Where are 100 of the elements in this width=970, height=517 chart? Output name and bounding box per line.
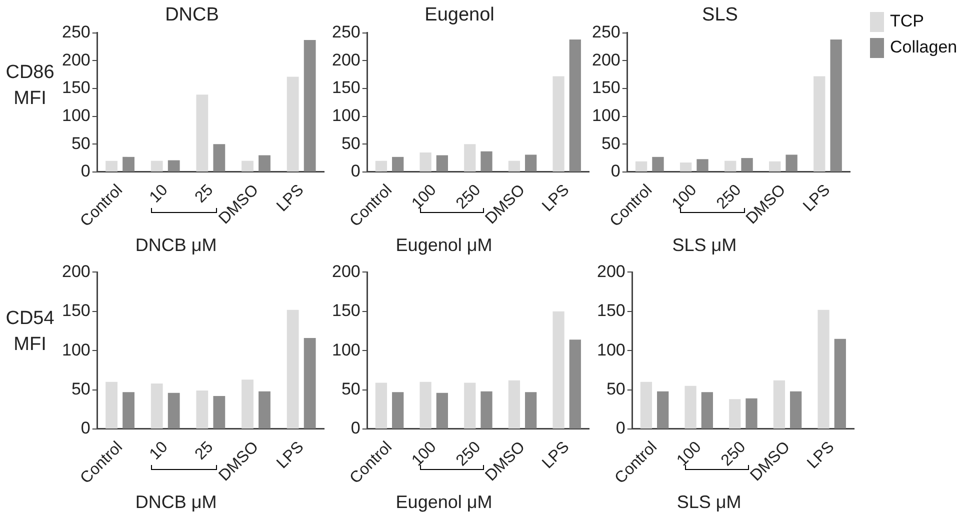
x-axis-title: Eugenol μM	[396, 492, 492, 512]
x-tick-label: 25	[192, 182, 217, 206]
x-tick-label: 250	[453, 182, 484, 213]
x-tick-label: 100	[408, 182, 440, 213]
bar	[635, 161, 648, 172]
y-tick-label: 0	[80, 162, 90, 181]
chart-title: Eugenol	[424, 4, 494, 26]
y-tick-label: 0	[616, 418, 626, 438]
y-tick-label: 50	[606, 379, 626, 398]
bar	[773, 380, 786, 428]
y-tick-label: 200	[332, 262, 360, 281]
bar	[508, 160, 520, 172]
bar	[122, 156, 134, 172]
y-tick-label: 150	[332, 301, 360, 320]
bar	[168, 392, 180, 428]
x-tick-label: LPS	[800, 182, 834, 216]
y-tick-label: 150	[332, 78, 360, 98]
x-tick-label: 250	[453, 438, 484, 470]
x-tick-label: 10	[146, 438, 172, 464]
x-axis-title: SLS μM	[676, 492, 742, 512]
chart-title: DNCB	[165, 4, 219, 26]
bar	[834, 338, 846, 428]
bar	[436, 392, 448, 428]
y-tick-label: 0	[350, 418, 360, 438]
bar	[640, 382, 652, 428]
bar	[122, 392, 134, 428]
bar	[150, 160, 163, 172]
bar	[106, 160, 118, 172]
legend-label: Collagen	[890, 38, 958, 57]
bar	[420, 382, 432, 428]
y-tick-label: 50	[341, 134, 360, 153]
y-tick-label: 150	[62, 78, 90, 98]
y-tick-label: 50	[601, 134, 620, 153]
x-tick-label: LPS	[539, 182, 573, 216]
bar	[814, 76, 826, 172]
bar	[569, 340, 581, 428]
x-axis-title: SLS μM	[672, 234, 737, 255]
y-tick-label: 0	[350, 162, 360, 181]
bar	[242, 160, 254, 172]
bar	[420, 152, 432, 172]
x-tick-label: 100	[408, 438, 440, 470]
bar	[196, 390, 208, 428]
bar	[196, 94, 208, 172]
x-tick-label: LPS	[539, 438, 573, 472]
bar	[258, 391, 270, 428]
y-tick-label: 150	[596, 301, 626, 320]
y-tick-label: 0	[80, 418, 90, 438]
bar	[790, 391, 802, 428]
bar	[684, 386, 696, 428]
y-tick-label: 250	[332, 22, 360, 42]
y-tick-label: 50	[71, 379, 90, 398]
y-axis-title: CD54 MFI	[6, 308, 55, 355]
bar	[464, 144, 476, 172]
bar	[657, 391, 669, 428]
x-axis-title: DNCB μM	[135, 492, 217, 512]
y-tick-label: 250	[62, 22, 90, 42]
y-tick-label: 100	[62, 340, 90, 360]
bar	[729, 399, 741, 428]
bar	[746, 398, 758, 428]
bar	[436, 155, 448, 172]
x-tick-label: 250	[718, 438, 750, 470]
x-tick-label: 100	[669, 182, 700, 213]
x-tick-label: LPS	[274, 182, 308, 216]
bar	[304, 40, 316, 172]
bar	[552, 76, 564, 172]
bar	[464, 382, 476, 428]
y-tick-label: 0	[610, 162, 620, 181]
y-tick-label: 50	[71, 134, 90, 153]
x-tick-label: 100	[674, 438, 705, 470]
legend-label: TCP	[890, 12, 924, 31]
y-tick-label: 250	[592, 22, 620, 42]
bar	[525, 392, 537, 428]
bar	[286, 310, 299, 428]
y-tick-label: 50	[341, 379, 360, 398]
bar	[258, 155, 270, 172]
bar	[652, 156, 664, 172]
bar	[508, 380, 520, 428]
bar	[213, 144, 226, 172]
y-tick-label: 150	[592, 78, 620, 98]
y-tick-label: 150	[62, 301, 90, 320]
x-tick-label: 25	[192, 438, 217, 464]
x-tick-label: 10	[146, 182, 172, 206]
y-tick-label: 100	[62, 106, 90, 125]
y-tick-label: 100	[332, 106, 360, 125]
chart-title: SLS	[702, 4, 738, 26]
y-tick-label: 200	[332, 50, 360, 70]
bar	[701, 392, 713, 428]
y-tick-label: 200	[62, 50, 90, 70]
x-axis-title: DNCB μM	[135, 234, 217, 255]
bar	[696, 159, 708, 172]
bar	[106, 382, 118, 428]
y-tick-label: 200	[596, 262, 626, 281]
y-tick-label: 100	[592, 106, 620, 125]
bar	[786, 154, 798, 172]
bar	[741, 158, 753, 172]
bar	[375, 160, 388, 172]
x-tick-label: 250	[714, 182, 745, 213]
bar	[213, 396, 226, 428]
bar	[569, 39, 581, 172]
y-axis-title: CD86 MFI	[6, 62, 54, 109]
